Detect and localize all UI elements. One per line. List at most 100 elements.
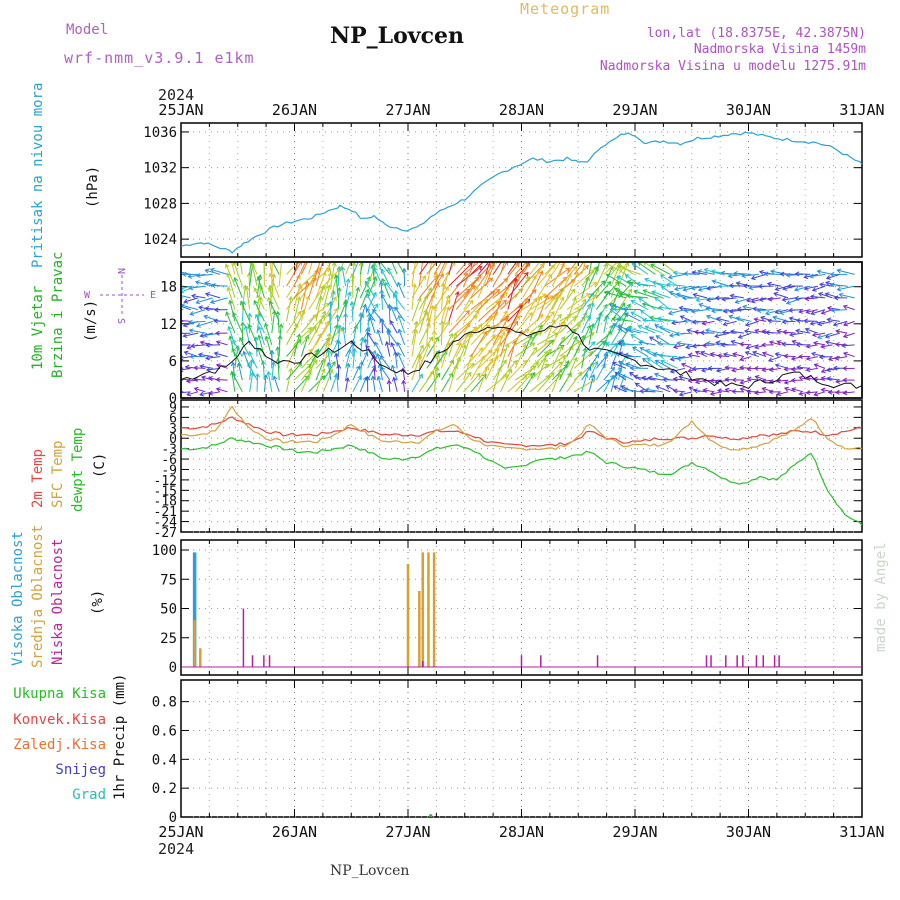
wind-arrow [322, 342, 330, 369]
wind-arrow-head [668, 290, 674, 296]
wind-arrow-head [439, 273, 444, 279]
wind-arrow-head [776, 378, 781, 384]
wind-arrow-head [657, 305, 663, 311]
wind-arrow [485, 335, 502, 357]
coords-text: lon,lat (18.8375E, 42.3875N) [647, 26, 866, 41]
wind-arrow [391, 365, 398, 381]
wind-arrow-head [515, 262, 520, 268]
wind-arrow [418, 309, 428, 334]
wind-arrow [336, 373, 339, 392]
wind-arrow [627, 295, 649, 299]
wind-arrow-head [215, 363, 221, 369]
wind-arrow-head [666, 282, 672, 288]
wind-arrow-head [187, 273, 193, 279]
wind-arrow-head [522, 249, 526, 253]
wind-arrow-head [435, 353, 441, 359]
wind-arrow-head [581, 251, 585, 255]
wind-arrow-head [675, 292, 681, 298]
wind-arrow [529, 340, 551, 357]
wind-arrow-head [603, 351, 609, 357]
wind-arrow-head [808, 273, 814, 279]
wind-arrow [603, 304, 616, 322]
wind-arrow-head [766, 281, 772, 287]
wind-arrow-head [820, 368, 826, 374]
wind-arrow [805, 297, 818, 300]
wind-arrow-head [463, 272, 469, 278]
wind-arrow-head [207, 376, 213, 381]
wind-arrow [411, 275, 426, 299]
wind-arrow [330, 324, 338, 345]
wind-arrow [485, 316, 509, 334]
wind-arrow-head [711, 279, 717, 285]
wind-arrow [817, 332, 833, 339]
wind-arrow [210, 268, 228, 275]
wind-arrow-head [676, 340, 681, 346]
wind-arrow [372, 376, 376, 392]
y-tick-label: 0.2 [152, 781, 177, 797]
wind-arrow-head [428, 336, 434, 342]
wind-arrow-head [215, 340, 221, 345]
wind-arrow [631, 262, 649, 275]
wind-arrow [369, 317, 376, 334]
wind-arrow [645, 326, 663, 334]
wind-arrow [371, 264, 376, 287]
wind-panel: 0 6 12 18 [160, 249, 863, 407]
wind-arrow-head [625, 362, 631, 367]
wind-arrow [448, 273, 468, 299]
wind-arrow-head [598, 311, 603, 317]
wind-arrow-head [783, 353, 789, 359]
wind-arrow-head [651, 290, 657, 295]
wind-arrow-head [191, 293, 196, 299]
wind-arrow [643, 289, 663, 299]
wind-arrow [391, 262, 398, 275]
wind-arrow-head [326, 251, 330, 255]
wind-arrow [196, 297, 213, 304]
wind-arrow-head [622, 306, 628, 312]
wind-arrow-head [566, 313, 572, 319]
wind-arrow [418, 287, 432, 310]
wind-arrow [633, 290, 656, 299]
wind-arrow [559, 266, 577, 287]
wind-arrow [470, 262, 484, 275]
wind-arrow-head [230, 361, 236, 367]
wind-arrow-head [836, 268, 842, 274]
wind-arrow [485, 374, 508, 393]
wind-arrow [507, 278, 517, 310]
wind-arrow-head [717, 388, 722, 394]
wind-arrow-head [735, 281, 741, 286]
wind-arrow [522, 335, 532, 357]
wind-arrow [610, 375, 616, 392]
wind-arrow [642, 303, 663, 311]
wind-arrow-head [228, 335, 234, 341]
wind-arrow [463, 324, 483, 346]
wind-arrow-head [658, 353, 664, 359]
wind-arrow [559, 360, 570, 381]
wind-arrow [245, 286, 251, 310]
wind-arrow-head [257, 325, 263, 331]
wind-arrow-head [639, 347, 645, 352]
wind-arrow-head [724, 365, 730, 371]
wind-arrow-head [535, 249, 539, 253]
wind-arrow-head [787, 283, 792, 289]
y-tick-label: 0 [169, 660, 177, 676]
wind-arrow [253, 300, 265, 322]
wind-arrow [657, 342, 678, 346]
wind-arrow [441, 295, 450, 322]
wind-arrow [732, 353, 745, 358]
wind-arrow-head [394, 306, 399, 312]
wind-arrow-head [682, 287, 688, 292]
wind-arrow [500, 262, 505, 275]
wind-arrow [573, 335, 585, 357]
wind-arrow [762, 387, 774, 393]
wind-arrow-head [493, 311, 499, 317]
wind-arrow-head [655, 385, 661, 390]
wind-arrow-head [320, 368, 326, 373]
wind-arrow-head [744, 350, 750, 356]
wind-arrow [272, 262, 280, 275]
wind-arrow-head [200, 375, 206, 381]
wind-arrow [621, 343, 641, 346]
wind-arrow [376, 353, 383, 369]
wind-arrow-head [709, 391, 715, 396]
wind-arrow [677, 356, 693, 360]
wind-arrow [433, 272, 437, 298]
